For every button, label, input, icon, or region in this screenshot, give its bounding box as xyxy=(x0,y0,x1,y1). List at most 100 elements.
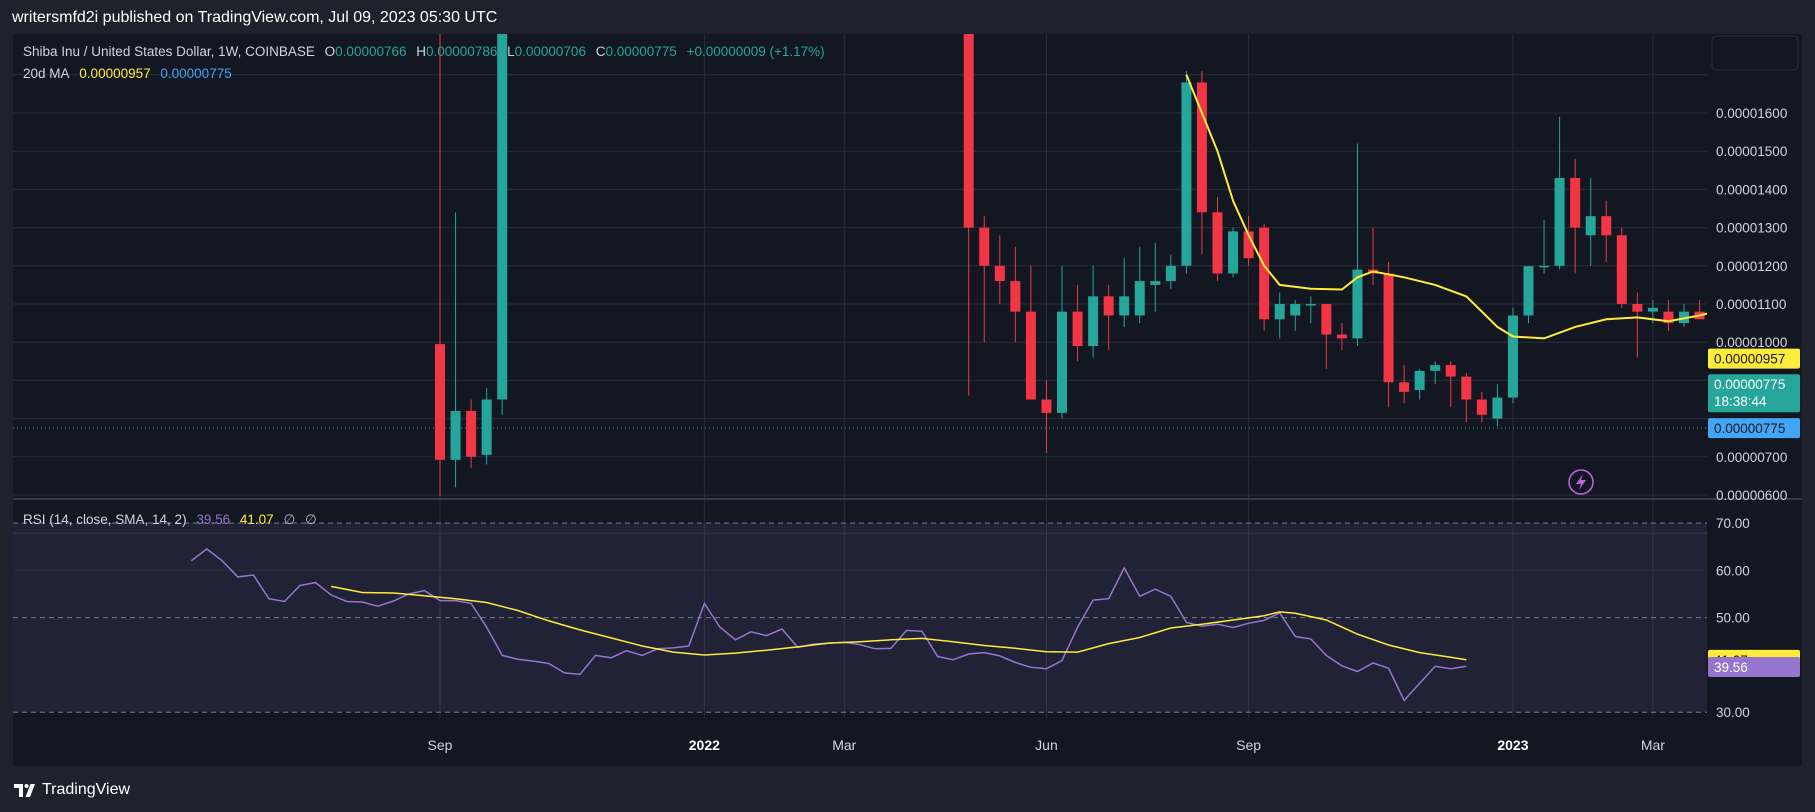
candle-body xyxy=(1010,281,1021,312)
change-value: +0.00000009 (+1.17%) xyxy=(686,44,825,59)
open-label: O xyxy=(324,44,336,59)
lightning-icon[interactable] xyxy=(1568,469,1594,495)
rsi-axis-label: 70.00 xyxy=(1716,516,1750,531)
candle-body xyxy=(1352,269,1363,339)
tradingview-logo-icon xyxy=(14,784,35,797)
grid xyxy=(13,34,1707,718)
low-value: 0.00000706 xyxy=(514,44,586,59)
candle-body xyxy=(1601,216,1612,236)
price-axis-label: 0.00000700 xyxy=(1716,450,1787,465)
close-price-badge: 0.00000775 xyxy=(1708,418,1800,439)
low-label: L xyxy=(507,44,515,59)
candle-body xyxy=(1507,315,1518,398)
rsi-legend[interactable]: RSI (14, close, SMA, 14, 2) 39.56 41.07 … xyxy=(23,512,323,528)
candle-body xyxy=(1041,399,1052,413)
candle-body xyxy=(1274,304,1285,320)
candle-body xyxy=(450,410,461,460)
price-axis-label: 0.00001000 xyxy=(1716,335,1787,350)
rsi-value: 39.56 xyxy=(196,512,231,527)
candle-body xyxy=(1523,266,1534,316)
rsi-value-badge: 39.56 xyxy=(1708,656,1800,677)
last-price-badge-bg xyxy=(1708,374,1800,413)
lightning-icon-ring xyxy=(1568,469,1594,495)
time-axis-label: Mar xyxy=(832,737,856,753)
symbol-title[interactable]: Shiba Inu / United States Dollar, 1W, CO… xyxy=(23,44,315,59)
close-price-badge-text: 0.00000775 xyxy=(1714,421,1785,436)
last-price-badge-text: 0.00000775 xyxy=(1714,377,1785,392)
candle-body xyxy=(1399,382,1410,392)
candle-body xyxy=(1383,273,1394,383)
ma-label[interactable]: 20d MA xyxy=(23,66,70,81)
time-axis-label: 2023 xyxy=(1497,737,1528,753)
candle-body xyxy=(1181,82,1192,266)
candle-body xyxy=(1290,304,1301,316)
candle-body xyxy=(1305,304,1316,306)
candle-body xyxy=(1476,399,1487,415)
candle-body xyxy=(1088,296,1099,347)
price-axis-label: 0.00001200 xyxy=(1716,259,1787,274)
rsi-axis-label: 60.00 xyxy=(1716,563,1750,578)
candle-body xyxy=(1196,82,1207,213)
candle-body xyxy=(1632,304,1643,312)
rsi-label[interactable]: RSI (14, close, SMA, 14, 2) xyxy=(23,512,187,527)
top-bar: writersmfd2i published on TradingView.co… xyxy=(0,0,1815,36)
last-price-badge-text: 18:38:44 xyxy=(1714,394,1767,409)
candle-body xyxy=(1025,311,1036,400)
price-axis-label: 0.00001500 xyxy=(1716,144,1787,159)
tradingview-logo[interactable]: TradingView xyxy=(14,781,130,799)
time-axis-label: Sep xyxy=(428,737,453,753)
rsi-value-badge-text: 39.56 xyxy=(1714,660,1748,675)
high-value: 0.00000786 xyxy=(426,44,498,59)
close-price-badge-bg xyxy=(1708,418,1800,439)
time-axis-label: Jun xyxy=(1035,737,1058,753)
candle-body xyxy=(1461,376,1472,400)
candle-body xyxy=(963,34,974,228)
candle-body xyxy=(1134,281,1145,316)
price-axis-label: 0.00000600 xyxy=(1716,488,1787,503)
close-label: C xyxy=(595,44,606,59)
candle-body xyxy=(1103,296,1114,316)
candle-body xyxy=(1445,365,1456,377)
price-axis-label: 0.00001300 xyxy=(1716,221,1787,236)
candle-body xyxy=(1430,365,1441,371)
rsi-axis-label: 50.00 xyxy=(1716,611,1750,626)
price-axis-label: 0.00001600 xyxy=(1716,106,1787,121)
candle-body xyxy=(1212,212,1223,274)
price-scale-widget xyxy=(1711,35,1799,71)
candle-body xyxy=(1570,177,1581,228)
candle-body xyxy=(481,399,492,455)
candle-body xyxy=(1585,216,1596,236)
candle-body xyxy=(1803,384,1813,392)
candles xyxy=(435,34,1813,497)
rsi-empty-2: ∅ xyxy=(304,512,317,527)
candle-body xyxy=(1057,311,1067,413)
rsi-ma-line xyxy=(330,585,1467,661)
chart-frame[interactable] xyxy=(13,34,1802,766)
ma-price-badge-bg xyxy=(1708,348,1800,369)
ma-line xyxy=(1185,74,1707,340)
open-value: 0.00000766 xyxy=(335,44,407,59)
ma-legend[interactable]: 20d MA 0.00000957 0.00000775 xyxy=(23,66,238,81)
candle-body xyxy=(994,265,1005,282)
rsi-value-badge-bg xyxy=(1708,656,1800,677)
candle-body xyxy=(1072,311,1083,347)
ma-price-badge: 0.00000957 xyxy=(1708,348,1800,369)
ma-price-badge-text: 0.00000957 xyxy=(1714,352,1785,367)
time-axis-label: 2022 xyxy=(689,737,720,753)
rsi-axis-label: 30.00 xyxy=(1716,705,1750,720)
candle-body xyxy=(1539,265,1550,268)
close-value: 0.00000775 xyxy=(605,44,677,59)
candle-body xyxy=(497,34,508,400)
symbol-legend[interactable]: Shiba Inu / United States Dollar, 1W, CO… xyxy=(23,44,831,59)
rsi-ma-value: 41.07 xyxy=(239,512,274,527)
ma-source-value: 0.00000775 xyxy=(160,66,232,81)
rsi-empty-1: ∅ xyxy=(283,512,296,527)
candle-body xyxy=(1119,296,1130,316)
candle-body xyxy=(1321,304,1332,335)
candle-body xyxy=(1663,311,1674,324)
candle-body xyxy=(1228,231,1239,274)
candle-body xyxy=(466,410,477,457)
candle-body xyxy=(435,344,445,460)
tradingview-brand: TradingView xyxy=(42,781,131,798)
